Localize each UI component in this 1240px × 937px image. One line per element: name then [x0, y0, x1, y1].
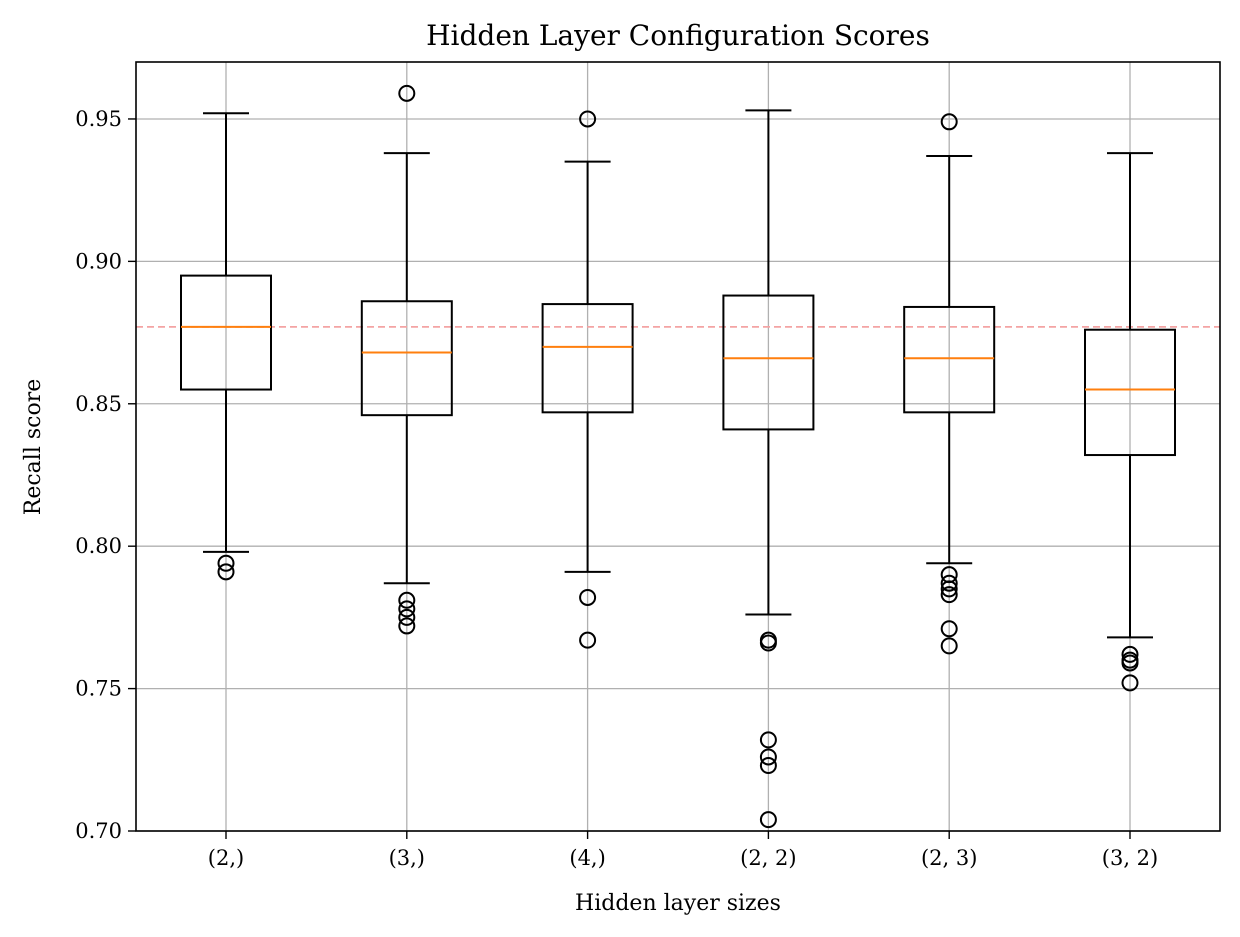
y-tick-label: 0.85: [75, 392, 122, 416]
box-group: [180, 112, 272, 581]
outlier-point: [759, 748, 777, 766]
x-tick-label: (2, 3): [921, 846, 977, 870]
box-group: [903, 113, 996, 655]
outlier-point: [398, 600, 416, 618]
box-group: [1084, 152, 1176, 692]
x-tick-label: (3, 2): [1102, 846, 1158, 870]
x-axis: (2,) (3,) (4,) (2, 2) (2, 3) (3, 2): [208, 831, 1158, 870]
x-tick-label: (2,): [208, 846, 244, 870]
outlier-point: [398, 608, 416, 626]
box-iqr: [541, 303, 634, 414]
outlier-point: [217, 554, 235, 572]
outlier-point: [940, 580, 958, 598]
y-axis-label: Recall score: [21, 379, 46, 515]
box-iqr: [903, 305, 996, 414]
chart-title: Hidden Layer Configuration Scores: [426, 19, 930, 52]
outlier-point: [1121, 645, 1139, 663]
outlier-point: [579, 588, 597, 606]
box-iqr: [360, 300, 453, 417]
outlier-point: [398, 84, 416, 102]
outlier-point: [1121, 674, 1139, 692]
outlier-point: [759, 756, 777, 774]
box-group: [360, 84, 453, 635]
outlier-point: [217, 563, 235, 581]
outlier-point: [398, 591, 416, 609]
y-axis: 0.70 0.75 0.80 0.85 0.90 0.95: [75, 107, 136, 843]
outlier-point: [940, 620, 958, 638]
outlier-point: [940, 113, 958, 131]
y-tick-label: 0.70: [75, 819, 122, 843]
outlier-point: [579, 631, 597, 649]
grid: [136, 62, 1220, 832]
box-group: [541, 110, 634, 649]
box-iqr: [180, 274, 272, 391]
x-axis-label: Hidden layer sizes: [575, 891, 781, 916]
outlier-point: [759, 634, 777, 652]
x-tick-label: (3,): [389, 846, 425, 870]
outlier-point: [398, 617, 416, 635]
box-iqr: [1084, 328, 1176, 457]
outlier-point: [1121, 654, 1139, 672]
box-iqr: [722, 294, 815, 431]
outlier-point: [759, 731, 777, 749]
outlier-point: [579, 110, 597, 128]
x-tick-label: (2, 2): [740, 846, 796, 870]
outlier-point: [940, 574, 958, 592]
plot-area: [136, 84, 1220, 829]
y-tick-label: 0.90: [75, 249, 122, 273]
outlier-point: [759, 811, 777, 829]
x-tick-label: (4,): [569, 846, 605, 870]
plot-frame: [135, 61, 1221, 832]
y-tick-label: 0.75: [75, 677, 122, 701]
outlier-point: [940, 637, 958, 655]
box-group: [722, 109, 815, 829]
y-tick-label: 0.95: [75, 107, 122, 131]
outlier-point: [940, 586, 958, 604]
y-tick-label: 0.80: [75, 534, 122, 558]
